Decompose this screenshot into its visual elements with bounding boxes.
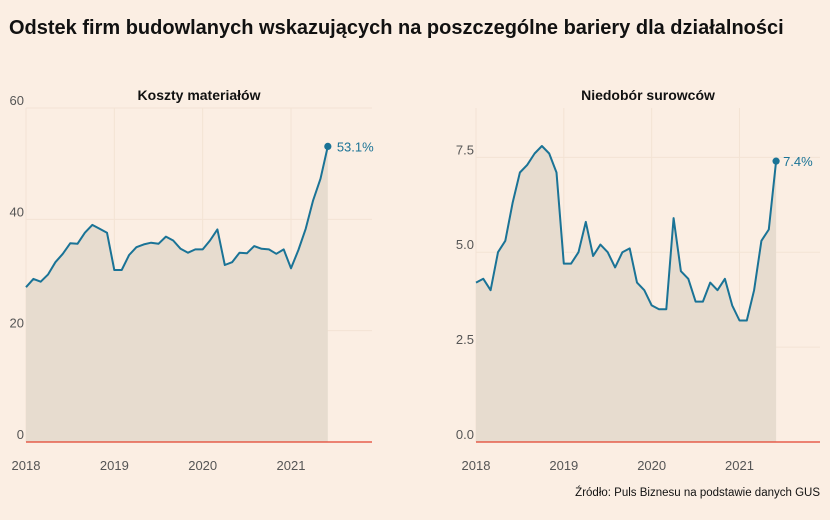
series-line — [475, 145, 778, 322]
subplot-title: Niedobór surowców — [581, 87, 715, 103]
series-area — [476, 146, 777, 442]
endpoint-marker — [772, 157, 780, 165]
endpoint-label: 7.4% — [783, 154, 813, 169]
main-title: Odstek firm budowlanych wskazujących na … — [9, 17, 784, 39]
x-tick-label: 2019 — [100, 458, 129, 473]
series-area — [26, 146, 328, 442]
x-tick-label: 2021 — [277, 458, 306, 473]
subplot-title: Koszty materiałów — [138, 87, 261, 103]
y-tick-label: 40 — [10, 204, 24, 219]
y-tick-label: 60 — [10, 93, 24, 108]
y-tick-label: 20 — [10, 316, 24, 331]
y-tick-label: 5.0 — [456, 237, 474, 252]
x-tick-label: 2021 — [725, 458, 754, 473]
x-tick-label: 2018 — [462, 458, 491, 473]
y-tick-label: 0.0 — [456, 427, 474, 442]
x-tick-label: 2018 — [12, 458, 41, 473]
endpoint-label: 53.1% — [337, 139, 374, 154]
source-note: Źródło: Puls Biznesu na podstawie danych… — [575, 487, 820, 499]
x-tick-label: 2019 — [549, 458, 578, 473]
series-line — [25, 146, 329, 288]
y-tick-label: 2.5 — [456, 332, 474, 347]
y-tick-label: 7.5 — [456, 142, 474, 157]
y-tick-label: 0 — [17, 427, 24, 442]
x-tick-label: 2020 — [188, 458, 217, 473]
x-tick-label: 2020 — [637, 458, 666, 473]
endpoint-marker — [324, 142, 332, 151]
